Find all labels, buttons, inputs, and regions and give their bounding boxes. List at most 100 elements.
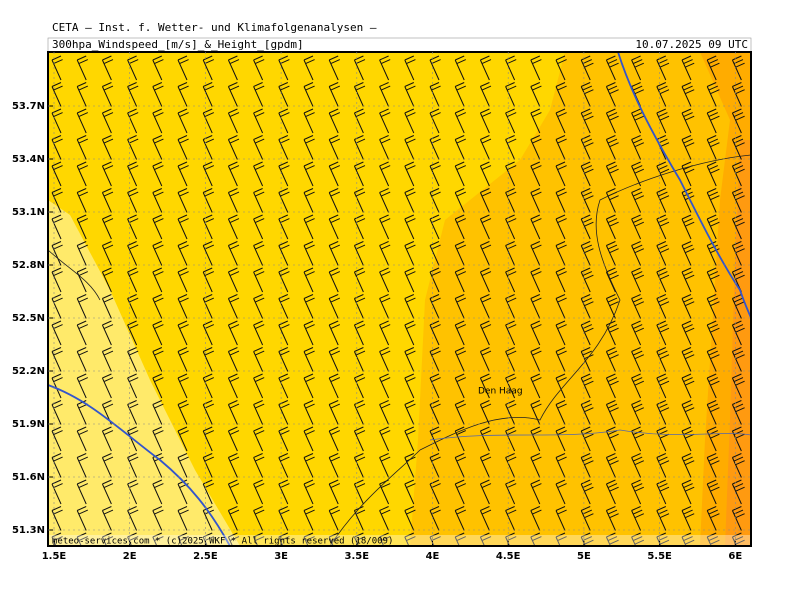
wind-barb xyxy=(101,453,114,478)
wind-barb xyxy=(278,82,290,107)
wind-barb xyxy=(454,532,467,546)
wind-barb xyxy=(253,400,265,425)
height-contour xyxy=(48,384,231,546)
wind-barb xyxy=(152,532,164,546)
wind-barb xyxy=(303,55,315,81)
x-tick-label: 2.5E xyxy=(193,551,218,562)
wind-barb xyxy=(530,267,542,293)
wind-barb xyxy=(202,188,215,213)
wind-barb xyxy=(379,82,391,107)
wind-barb xyxy=(278,320,290,346)
x-tick-label: 4E xyxy=(426,551,440,562)
wind-barb xyxy=(605,108,619,134)
wind-barb xyxy=(505,532,517,546)
wind-barb xyxy=(51,479,63,505)
wind-barb xyxy=(404,108,416,134)
wind-barb xyxy=(253,532,265,546)
wind-barb xyxy=(605,373,619,399)
wind-barb xyxy=(278,161,290,187)
wind-barb xyxy=(253,347,265,372)
x-tick-label: 6E xyxy=(728,551,742,562)
wind-barb xyxy=(253,188,265,213)
wind-barb xyxy=(127,241,139,266)
wind-barb xyxy=(353,294,366,319)
wind-barb xyxy=(127,320,139,346)
wind-barb xyxy=(530,108,542,134)
wind-barb xyxy=(681,135,695,160)
wind-barb xyxy=(656,294,670,319)
wind-barb xyxy=(152,347,164,372)
wind-barb xyxy=(454,373,467,399)
wind-barb xyxy=(202,55,215,81)
wind-barb xyxy=(580,426,594,452)
wind-barb xyxy=(731,373,745,399)
wind-barb xyxy=(177,453,189,478)
wind-barb xyxy=(303,294,315,319)
wind-barb xyxy=(127,108,139,134)
wind-barb xyxy=(505,188,517,213)
wind-barb xyxy=(177,532,189,546)
wind-barb xyxy=(253,214,265,240)
wind-barb xyxy=(631,453,645,478)
wind-barb xyxy=(76,426,89,452)
wind-barb xyxy=(328,506,341,531)
wind-barb xyxy=(404,82,416,107)
wind-barb xyxy=(429,373,441,399)
wind-barb xyxy=(656,188,670,213)
wind-barb xyxy=(353,161,366,187)
wind-barb xyxy=(656,214,670,240)
wind-barb xyxy=(379,241,391,266)
wind-barb xyxy=(656,320,670,346)
wind-barb xyxy=(202,373,215,399)
wind-barb xyxy=(328,400,341,425)
wind-barb xyxy=(706,347,720,372)
x-tick-label: 5.5E xyxy=(647,551,672,562)
wind-barb xyxy=(505,108,517,134)
wind-barb xyxy=(681,214,695,240)
wind-barb xyxy=(631,267,645,293)
wind-barb xyxy=(227,294,240,319)
wind-barb xyxy=(353,108,366,134)
header-title: CETA — Inst. f. Wetter- und Klimafolgena… xyxy=(52,21,377,34)
wind-barb xyxy=(101,135,114,160)
wind-barb xyxy=(429,135,441,160)
wind-barb xyxy=(51,241,63,266)
wind-barb xyxy=(580,532,594,546)
axes: 1.5E 2E 2.5E 3E 3.5E 4E 4.5E 5E 5.5E 6E 53.7N 53.4N… xyxy=(12,52,751,562)
wind-barb xyxy=(379,135,391,160)
field-light xyxy=(48,200,240,546)
wind-barb xyxy=(152,135,164,160)
wind-barb xyxy=(580,294,594,319)
wind-barb xyxy=(253,320,265,346)
wind-barb xyxy=(101,188,114,213)
wind-barb xyxy=(152,241,164,266)
wind-barb xyxy=(379,320,391,346)
wind-barb xyxy=(353,347,366,372)
wind-barb xyxy=(555,453,567,478)
wind-barb xyxy=(76,532,89,546)
wind-barb xyxy=(731,294,745,319)
wind-barb xyxy=(76,320,89,346)
wind-barb xyxy=(605,135,619,160)
wind-barb xyxy=(429,267,441,293)
wind-barb xyxy=(731,320,745,346)
wind-barb xyxy=(479,55,492,81)
wind-barb xyxy=(101,161,114,187)
coastline xyxy=(329,449,421,546)
wind-barb xyxy=(353,532,366,546)
wind-barb xyxy=(681,373,695,399)
wind-barb xyxy=(353,188,366,213)
wind-barb xyxy=(379,161,391,187)
wind-barb xyxy=(605,214,619,240)
wind-barb xyxy=(731,82,745,107)
wind-barb xyxy=(731,426,745,452)
wind-barb xyxy=(379,294,391,319)
wind-barb xyxy=(101,214,114,240)
wind-barb xyxy=(580,373,594,399)
wind-barb xyxy=(227,267,240,293)
wind-barb xyxy=(227,214,240,240)
wind-barb xyxy=(278,188,290,213)
wind-barb xyxy=(631,479,645,505)
wind-barb xyxy=(706,214,720,240)
wind-barb xyxy=(177,347,189,372)
